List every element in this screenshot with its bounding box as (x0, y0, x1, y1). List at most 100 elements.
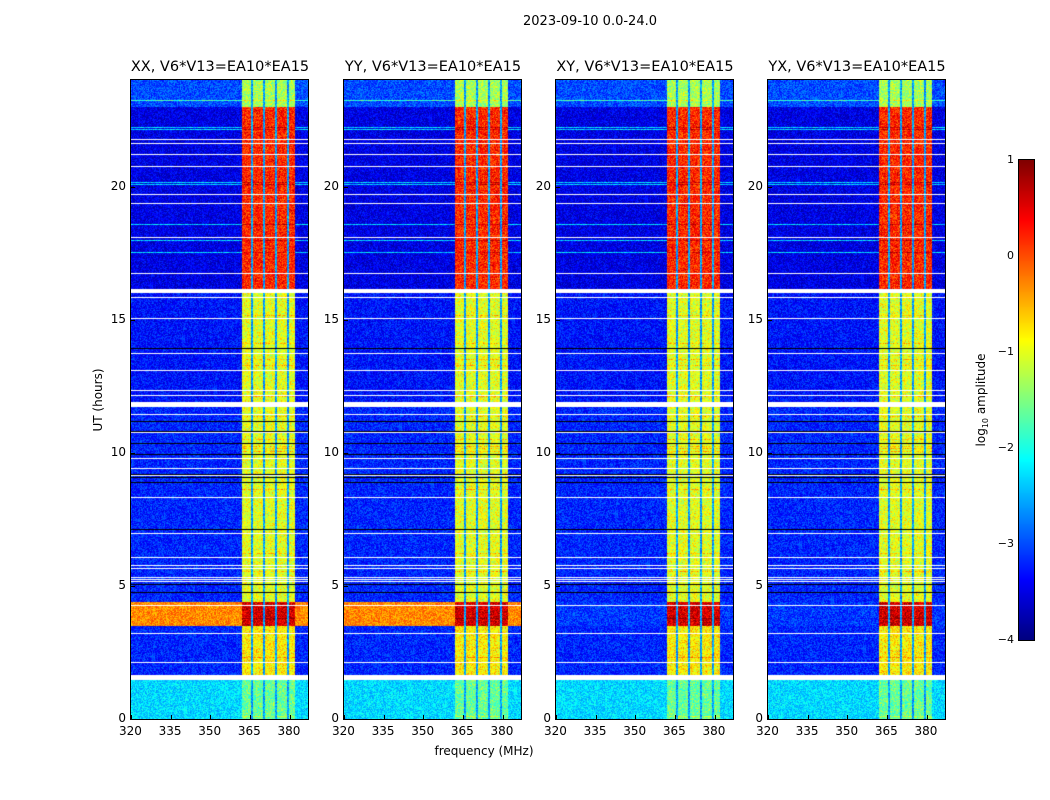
y-tick-mark (344, 452, 348, 454)
y-tick-mark (768, 319, 772, 321)
figure-title: 2023-09-10 0.0-24.0 (523, 14, 657, 29)
x-tick-label: 365 (662, 724, 686, 738)
y-tick-mark (131, 719, 135, 720)
x-tick-mark (886, 715, 888, 719)
x-tick-mark (847, 715, 849, 719)
x-tick-label: 350 (835, 724, 859, 738)
y-tick-mark (768, 719, 772, 720)
x-tick-label: 365 (237, 724, 261, 738)
x-tick-label: 335 (583, 724, 607, 738)
x-tick-mark (210, 715, 212, 719)
y-tick-label: 15 (323, 311, 339, 326)
colorbar (1018, 159, 1035, 641)
y-tick-label: 0 (331, 711, 339, 725)
y-tick-label: 20 (110, 178, 126, 193)
y-tick-mark (556, 186, 560, 188)
heatmap-panel-yx (767, 79, 946, 720)
y-tick-mark (768, 186, 772, 188)
y-tick-label: 20 (535, 178, 551, 193)
colorbar-tick-label: −1 (997, 345, 1014, 358)
heatmap-canvas (131, 80, 308, 719)
x-tick-label: 350 (411, 724, 435, 738)
heatmap-canvas (344, 80, 521, 719)
y-tick-label: 10 (747, 444, 763, 459)
x-tick-mark (502, 715, 504, 719)
x-tick-label: 365 (450, 724, 474, 738)
heatmap-panel-yy (343, 79, 522, 720)
y-tick-mark (344, 319, 348, 321)
x-tick-mark (674, 715, 676, 719)
y-tick-mark (556, 719, 560, 720)
x-tick-label: 380 (277, 724, 301, 738)
y-tick-mark (344, 585, 348, 587)
x-tick-label: 320 (119, 724, 142, 738)
y-tick-mark (131, 585, 135, 587)
y-tick-mark (131, 452, 135, 454)
colorbar-label-log: log (973, 428, 988, 447)
x-axis-label: frequency (MHz) (434, 744, 534, 758)
x-tick-label: 320 (756, 724, 779, 738)
y-tick-mark (131, 319, 135, 321)
x-tick-mark (462, 715, 464, 719)
y-tick-label: 20 (747, 178, 763, 193)
x-tick-mark (556, 715, 557, 719)
x-tick-mark (131, 715, 132, 719)
x-tick-label: 350 (623, 724, 647, 738)
y-tick-label: 10 (110, 444, 126, 459)
x-tick-mark (249, 715, 251, 719)
y-tick-mark (768, 585, 772, 587)
panel-title-xx: XX, V6*V13=EA10*EA15 (130, 59, 310, 75)
colorbar-tick-label: 0 (1007, 249, 1014, 262)
colorbar-tick-label: −4 (997, 633, 1014, 646)
colorbar-tick-label: −3 (997, 537, 1014, 550)
colorbar-label-suffix: amplitude (973, 353, 988, 418)
y-tick-label: 5 (543, 577, 551, 592)
y-tick-mark (131, 186, 135, 188)
panel-title-yy: YY, V6*V13=EA10*EA15 (344, 59, 522, 75)
x-tick-label: 380 (702, 724, 726, 738)
x-tick-label: 380 (490, 724, 514, 738)
colorbar-label-sub: 10 (981, 417, 991, 429)
x-tick-mark (170, 715, 172, 719)
y-tick-label: 15 (747, 311, 763, 326)
x-tick-mark (595, 715, 597, 719)
colorbar-tick-label: −2 (997, 441, 1014, 454)
x-tick-mark (768, 715, 769, 719)
y-tick-label: 0 (755, 711, 763, 725)
x-tick-label: 335 (795, 724, 819, 738)
y-tick-label: 15 (535, 311, 551, 326)
panel-title-xy: XY, V6*V13=EA10*EA15 (556, 59, 734, 75)
x-tick-mark (635, 715, 637, 719)
y-tick-label: 0 (543, 711, 551, 725)
x-tick-label: 335 (158, 724, 182, 738)
x-tick-mark (423, 715, 425, 719)
x-tick-label: 365 (874, 724, 898, 738)
x-tick-label: 320 (544, 724, 567, 738)
y-tick-label: 0 (118, 711, 126, 725)
colorbar-gradient (1019, 160, 1034, 640)
x-tick-label: 320 (332, 724, 355, 738)
y-tick-mark (556, 585, 560, 587)
y-tick-label: 20 (323, 178, 339, 193)
y-tick-label: 15 (110, 311, 126, 326)
x-tick-label: 380 (914, 724, 938, 738)
colorbar-tick-label: 1 (1007, 153, 1014, 166)
heatmap-panel-xx (130, 79, 309, 720)
y-tick-label: 5 (118, 577, 126, 592)
y-tick-label: 10 (535, 444, 551, 459)
y-tick-mark (344, 186, 348, 188)
x-tick-mark (926, 715, 928, 719)
colorbar-label: log10 amplitude (974, 354, 990, 447)
heatmap-panel-xy (555, 79, 734, 720)
heatmap-canvas (768, 80, 945, 719)
y-tick-label: 5 (755, 577, 763, 592)
x-tick-mark (807, 715, 809, 719)
heatmap-canvas (556, 80, 733, 719)
x-tick-mark (289, 715, 291, 719)
y-tick-mark (344, 719, 348, 720)
panel-title-yx: YX, V6*V13=EA10*EA15 (768, 59, 946, 75)
x-tick-mark (383, 715, 385, 719)
y-tick-mark (556, 452, 560, 454)
x-tick-label: 350 (198, 724, 222, 738)
x-tick-label: 335 (371, 724, 395, 738)
